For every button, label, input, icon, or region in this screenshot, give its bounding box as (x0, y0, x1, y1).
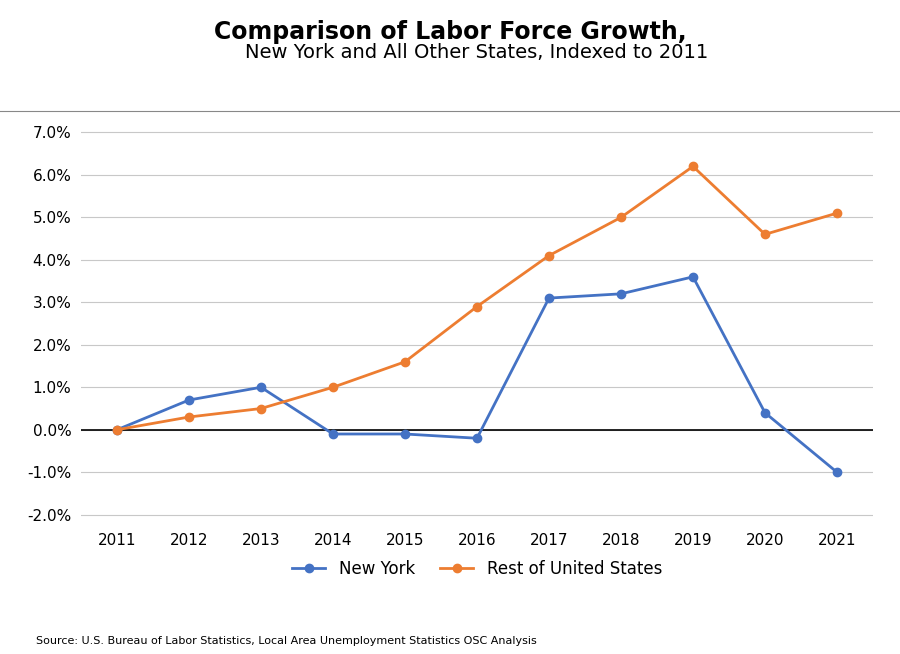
Text: Comparison of Labor Force Growth,: Comparison of Labor Force Growth, (213, 20, 687, 44)
Legend: New York, Rest of United States: New York, Rest of United States (285, 553, 669, 585)
Title: New York and All Other States, Indexed to 2011: New York and All Other States, Indexed t… (246, 43, 708, 62)
Text: Source: U.S. Bureau of Labor Statistics, Local Area Unemployment Statistics OSC : Source: U.S. Bureau of Labor Statistics,… (36, 636, 536, 646)
